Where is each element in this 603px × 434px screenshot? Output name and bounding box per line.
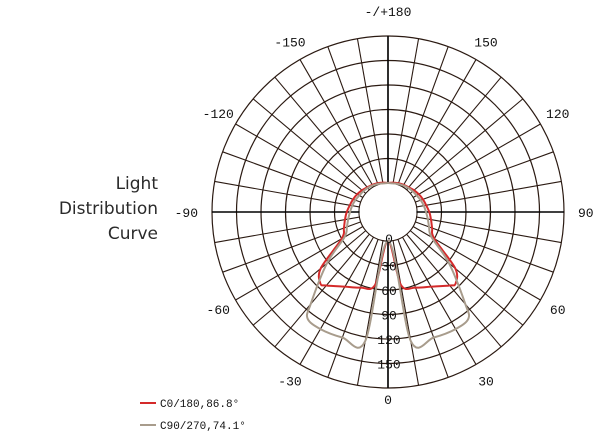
polar-center [359, 183, 417, 241]
chart-side-label: Light Distribution Curve [40, 172, 158, 247]
polar-series-group [305, 181, 471, 349]
angle-label: 150 [474, 35, 497, 50]
side-label-line-2: Distribution [58, 199, 158, 219]
angle-label: -/+180 [365, 5, 412, 20]
side-label-line-1: Light [115, 174, 158, 194]
angle-label: 30 [478, 375, 494, 390]
legend-label-0: C0/180,86.8° [160, 399, 239, 411]
chart-legend: C0/180,86.8° C90/270,74.1° [140, 399, 246, 433]
radial-tick-labels: 0 30 60 90 120 150 [377, 232, 400, 373]
angle-label: -90 [175, 206, 198, 221]
angle-labels: -/+180 -150 150 -120 120 -90 90 -60 60 -30 30 0 [175, 5, 594, 408]
angle-label: -30 [278, 375, 301, 390]
radial-tick-label: 120 [377, 333, 400, 348]
angle-label: 0 [384, 393, 392, 408]
angle-label: 120 [546, 107, 569, 122]
radial-tick-label: 0 [385, 232, 393, 247]
polar-center-disc [359, 183, 417, 241]
angle-label: -120 [203, 107, 234, 122]
series-curve-1 [305, 182, 471, 349]
angle-label: 60 [550, 303, 566, 318]
legend-label-1: C90/270,74.1° [160, 421, 246, 433]
radial-tick-label: 150 [377, 358, 400, 373]
radial-tick-label: 30 [381, 260, 397, 275]
angle-label: -60 [207, 303, 230, 318]
radial-tick-label: 90 [381, 309, 397, 324]
angle-label: -150 [274, 35, 305, 50]
radial-tick-label: 60 [381, 284, 397, 299]
side-label-line-3: Curve [107, 224, 158, 244]
angle-label: 90 [578, 206, 594, 221]
